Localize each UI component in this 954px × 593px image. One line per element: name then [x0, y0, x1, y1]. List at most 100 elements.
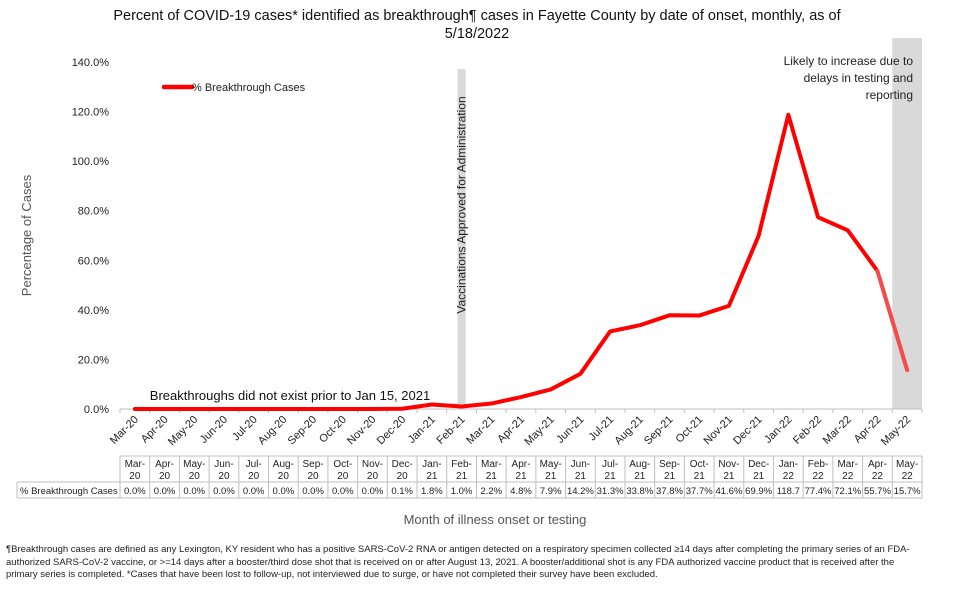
x-tick-label: Dec-21 — [731, 414, 765, 448]
table-header-cell: Jan- — [422, 459, 441, 470]
x-tick-label: Jun-21 — [554, 414, 586, 446]
table-header-cell: Sep- — [303, 459, 324, 470]
data-point — [252, 407, 255, 411]
reporting-delay-note-line: reporting — [866, 88, 913, 102]
data-point — [490, 402, 493, 405]
table-header-cell: 21 — [426, 471, 438, 482]
table-value-cell: 77.4% — [805, 486, 832, 497]
table-header-cell: 22 — [902, 471, 914, 482]
reporting-delay-note-line: delays in testing and — [804, 71, 913, 85]
table-header-cell: 20 — [397, 471, 409, 482]
table-header-cell: 21 — [694, 471, 706, 482]
data-point — [727, 304, 731, 308]
table-value-cell: 33.8% — [626, 486, 653, 497]
table-value-cell: 2.2% — [480, 486, 502, 497]
data-point — [282, 407, 285, 411]
table-header-cell: 21 — [723, 471, 735, 482]
table-header-cell: 21 — [664, 471, 676, 482]
x-tick-label: Dec-20 — [375, 414, 409, 448]
x-tick-label: Oct-21 — [674, 414, 706, 446]
data-point — [668, 314, 671, 317]
table-header-cell: 21 — [634, 471, 646, 482]
table-header-cell: 22 — [872, 471, 884, 482]
reporting-delay-band — [892, 38, 922, 409]
footnote-line-3: primary series is completed. *Cases that… — [6, 569, 658, 580]
x-tick-label: Aug-20 — [256, 414, 290, 448]
table-header-cell: Nov- — [362, 459, 383, 470]
table-header-cell: Nov- — [718, 459, 739, 470]
x-tick-label: Mar-20 — [108, 414, 141, 447]
table-header-cell: 20 — [159, 471, 171, 482]
table-value-cell: 1.8% — [421, 486, 443, 497]
data-point — [460, 405, 463, 408]
table-value-cell: 14.2% — [567, 486, 594, 497]
table-value-cell: 7.9% — [540, 486, 562, 497]
table-header-cell: 21 — [545, 471, 557, 482]
table-header-cell: 21 — [456, 471, 468, 482]
table-header-cell: Jun- — [214, 459, 233, 470]
no-breakthrough-note: Breakthroughs did not exist prior to Jan… — [150, 388, 430, 403]
table-value-cell: 0.0% — [183, 486, 205, 497]
data-table: Mar-20Apr-20May-20Jun-20Jul-20Aug-20Sep-… — [16, 455, 923, 499]
table-value-cell: 0.0% — [243, 486, 265, 497]
table-header-cell: Apr- — [155, 459, 174, 470]
x-tick-label: Mar-22 — [821, 414, 854, 447]
x-tick-label: May-22 — [879, 414, 913, 448]
table-header-cell: 20 — [278, 471, 290, 482]
data-point — [757, 234, 760, 237]
table-value-cell: 72.1% — [834, 486, 861, 497]
x-tick-label: Feb-21 — [435, 414, 468, 447]
chart-title-line2: 5/18/2022 — [445, 26, 510, 42]
table-header-cell: 20 — [248, 471, 260, 482]
y-tick-label: 100.0% — [72, 156, 110, 168]
table-header-cell: 21 — [575, 471, 587, 482]
x-tick-label: Feb-22 — [791, 414, 824, 447]
table-header-cell: Jan- — [779, 459, 798, 470]
table-header-cell: Aug- — [273, 459, 294, 470]
table-value-cell: 0.0% — [213, 486, 235, 497]
table-header-cell: Feb- — [808, 459, 829, 470]
table-value-cell: 118.7 — [777, 486, 800, 497]
table-header-cell: Jun- — [571, 459, 590, 470]
data-point — [549, 388, 552, 391]
x-tick-label: Jan-21 — [406, 414, 438, 446]
footnote-line-1: ¶Breakthrough cases are defined as any L… — [6, 544, 910, 555]
table-value-cell: 0.0% — [273, 486, 295, 497]
table-value-cell: 0.0% — [154, 486, 176, 497]
series-line-shaded-overlay — [875, 268, 910, 373]
data-point — [371, 407, 374, 411]
data-point — [133, 407, 137, 411]
y-tick-label: 60.0% — [78, 255, 109, 267]
table-header-cell: Feb- — [451, 459, 472, 470]
x-tick-label: Sep-20 — [286, 414, 320, 448]
footnote: ¶Breakthrough cases are defined as any L… — [6, 544, 946, 582]
table-header-cell: May- — [896, 459, 918, 470]
x-tick-label: Oct-20 — [317, 414, 349, 446]
table-header-cell: Jul- — [246, 459, 262, 470]
y-tick-label: 0.0% — [84, 404, 109, 416]
data-point — [163, 407, 166, 411]
x-tick-label: May-21 — [522, 414, 556, 448]
table-value-cell: 0.0% — [124, 486, 146, 497]
x-axis-title: Month of illness onset or testing — [404, 512, 587, 527]
data-point — [787, 113, 790, 116]
y-tick-label: 20.0% — [78, 354, 109, 366]
table-value-cell: 37.8% — [656, 486, 683, 497]
chart-title-line1: Percent of COVID-19 cases* identified as… — [113, 8, 841, 24]
data-point — [222, 407, 226, 411]
table-value-cell: 0.1% — [391, 486, 413, 497]
data-point — [638, 324, 642, 327]
data-point — [816, 215, 820, 219]
x-tick-label: Sep-21 — [642, 414, 676, 448]
table-value-cell: 41.6% — [715, 486, 742, 497]
y-tick-label: 140.0% — [72, 57, 110, 69]
table-value-cell: 55.7% — [864, 486, 891, 497]
table-header-cell: 21 — [605, 471, 617, 482]
data-point — [341, 407, 344, 411]
x-tick-label: Nov-21 — [701, 414, 735, 448]
legend-label: % Breakthrough Cases — [192, 82, 306, 94]
table-value-cell: 15.7% — [894, 486, 921, 497]
data-point — [698, 314, 701, 317]
table-header-cell: 20 — [129, 471, 141, 482]
